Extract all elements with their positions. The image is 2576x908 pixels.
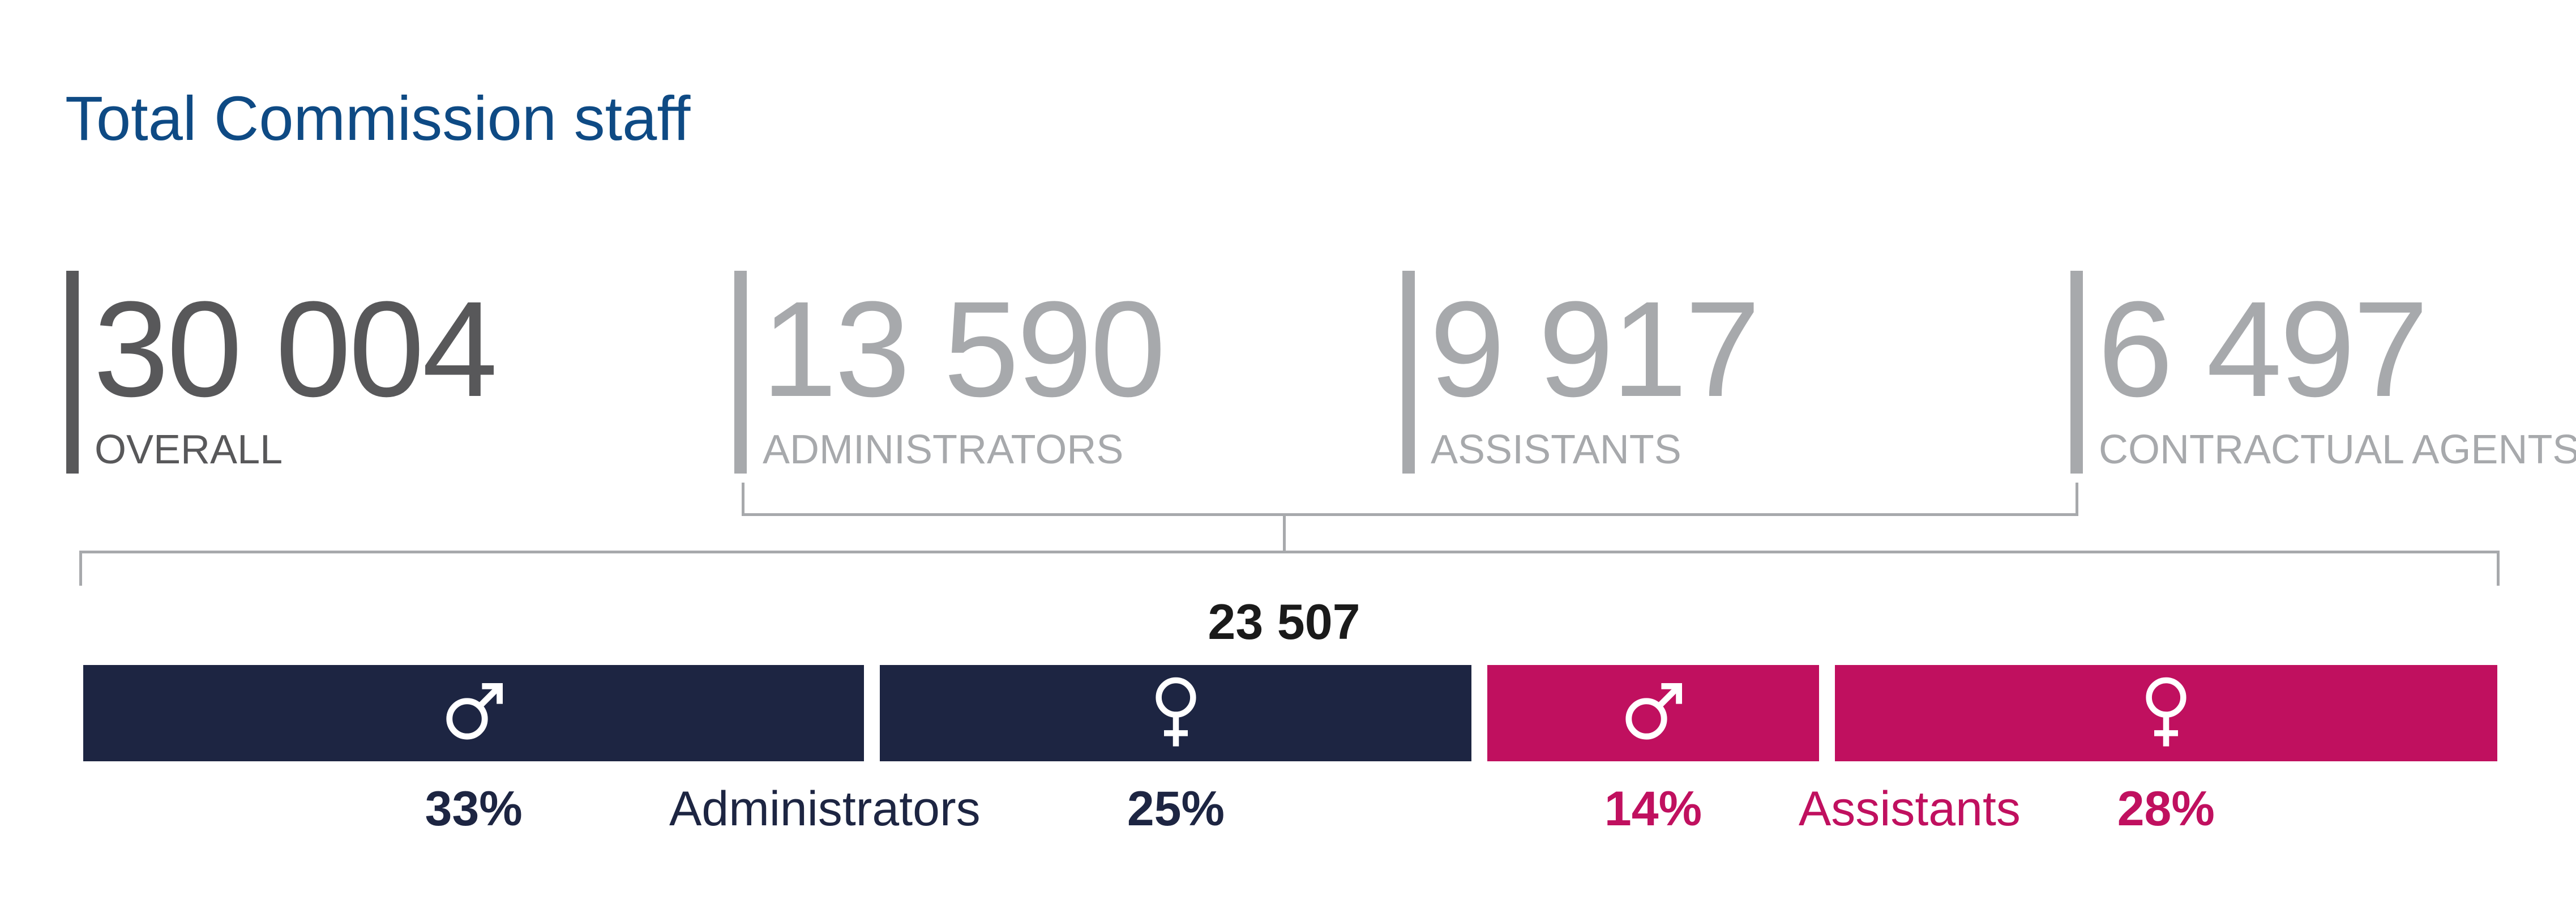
- stat-label: CONTRACTUAL AGENTS: [2099, 427, 2576, 472]
- stat-value: 13 590: [761, 273, 1166, 425]
- percent-label: 25%: [1127, 782, 1225, 836]
- group-label-administrators: Administrators: [669, 782, 981, 836]
- male-icon: [1619, 678, 1687, 749]
- stat-value: 6 497: [2098, 273, 2429, 425]
- percent-label: 28%: [2117, 782, 2215, 836]
- stat-label: OVERALL: [95, 427, 283, 472]
- bar-assistants-male: [1487, 665, 1819, 761]
- percent-label: 33%: [425, 782, 523, 836]
- bar-administrators-female: [880, 665, 1472, 761]
- stat-value: 30 004: [93, 273, 498, 425]
- male-icon: [440, 678, 508, 749]
- stat-rule: [734, 271, 747, 474]
- page-title: Total Commission staff: [65, 84, 691, 154]
- percent-label: 14%: [1604, 782, 1702, 836]
- stat-rule: [66, 271, 79, 474]
- bar-assistants-female: [1834, 665, 2497, 761]
- stat-label: ASSISTANTS: [1431, 427, 1681, 472]
- female-icon: [1142, 672, 1210, 754]
- stat-rule: [1402, 271, 1415, 474]
- stat-label: ADMINISTRATORS: [763, 427, 1124, 472]
- bar-administrators-male: [83, 665, 865, 761]
- stat-rule: [2070, 271, 2083, 474]
- subtotal-value: 23 507: [1208, 594, 1360, 650]
- group-label-assistants: Assistants: [1798, 782, 2021, 836]
- stat-value: 9 917: [1430, 273, 1761, 425]
- female-icon: [2132, 672, 2200, 754]
